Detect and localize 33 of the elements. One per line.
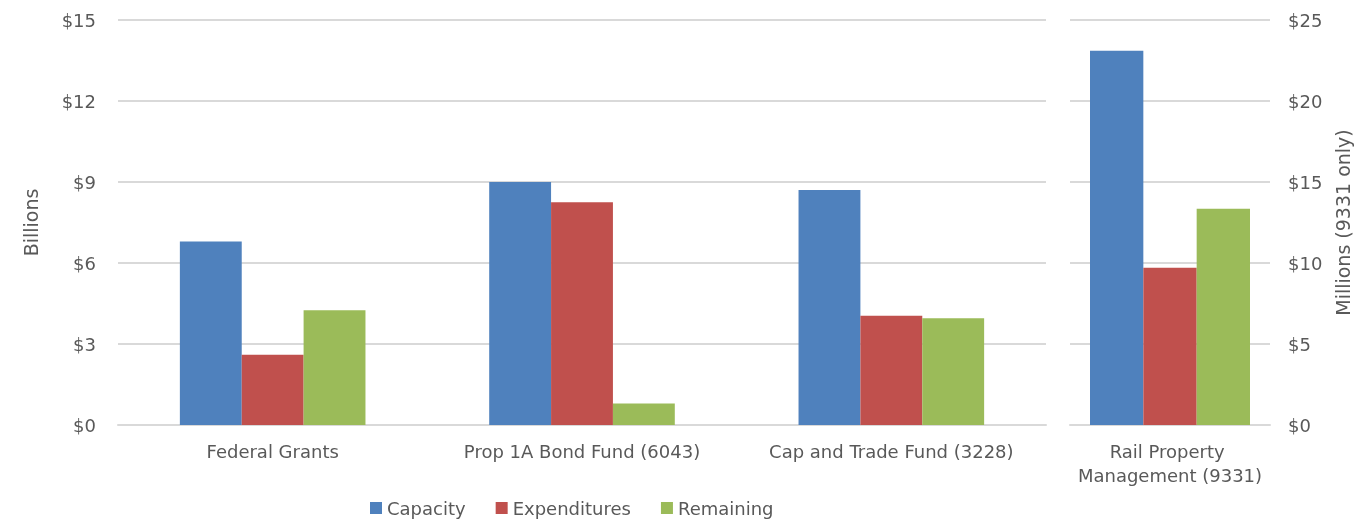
y-tick-label: $10 [1288, 252, 1323, 274]
bar [922, 318, 985, 425]
bar [489, 182, 552, 425]
x-tick-label: Rail Property Management (9331) [1077, 440, 1263, 486]
y-tick-label: $5 [1288, 333, 1311, 355]
bar [1090, 50, 1144, 425]
y-tick-label: $6 [73, 252, 96, 274]
bar [179, 241, 242, 425]
legend-label: Capacity [387, 497, 467, 519]
bar [1143, 267, 1197, 425]
y-tick-label: $9 [73, 171, 96, 193]
y-tick-label: $0 [1288, 414, 1311, 436]
x-tick-label: Federal Grants [206, 440, 339, 462]
bar [241, 354, 304, 425]
y-tick-label: $25 [1288, 9, 1323, 31]
x-tick-label: Prop 1A Bond Fund (6043) [463, 440, 701, 462]
legend-label: Remaining [677, 497, 774, 519]
bar [860, 315, 923, 425]
y-tick-label: $0 [73, 414, 96, 436]
y-tick-label: $12 [61, 90, 96, 112]
bar [1196, 208, 1250, 425]
x-tick-label: Cap and Trade Fund (3228) [769, 440, 1014, 462]
y-tick-label: $20 [1288, 90, 1323, 112]
y-tick-label: $3 [73, 333, 96, 355]
legend-label: Expenditures [512, 497, 631, 519]
y-tick-label: $15 [61, 9, 96, 31]
y-tick-label: $15 [1288, 171, 1323, 193]
y-axis-title: Millions (9331 only) [1331, 129, 1354, 316]
y-axis-title: Billions [19, 188, 42, 257]
bar [612, 403, 675, 425]
bar [551, 202, 613, 425]
bar [303, 310, 366, 425]
bar [798, 190, 861, 425]
